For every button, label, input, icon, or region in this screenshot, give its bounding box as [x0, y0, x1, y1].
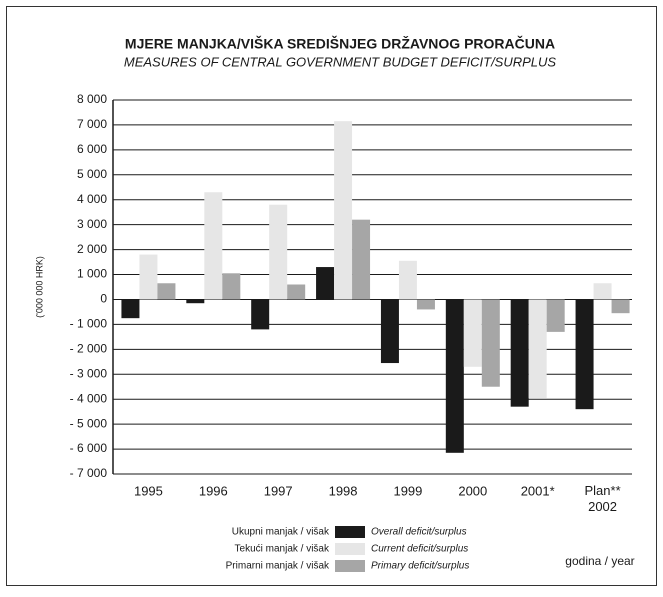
y-tick-label: - 7 000	[70, 466, 108, 480]
y-tick-label: 7 000	[77, 117, 107, 131]
x-tick-label: 1996	[199, 483, 228, 498]
bar	[445, 299, 464, 453]
y-tick-label: - 3 000	[70, 366, 108, 380]
chart-title: MJERE MANJKA/VIŠKA SREDIŠNJEG DRŽAVNOG P…	[125, 35, 555, 52]
legend-swatch	[335, 543, 365, 555]
bar	[251, 299, 270, 330]
legend-swatch	[335, 560, 365, 572]
x-axis-label: godina / year	[565, 554, 634, 568]
bar	[416, 299, 435, 310]
y-tick-label: 4 000	[77, 192, 107, 206]
bar	[316, 267, 335, 300]
bar	[546, 299, 565, 332]
bar	[380, 299, 399, 364]
y-tick-label: 6 000	[77, 142, 107, 156]
y-tick-label: 8 000	[77, 92, 107, 106]
bar	[575, 299, 594, 410]
x-tick-label: 1999	[393, 483, 422, 498]
bar	[287, 284, 306, 300]
x-tick-label: 1997	[264, 483, 293, 498]
legend-label: Overall deficit/surplus	[371, 527, 467, 538]
bar	[157, 283, 176, 300]
bar	[593, 283, 612, 300]
legend-label: Primary deficit/surplus	[371, 561, 469, 572]
y-tick-label: 1 000	[77, 267, 107, 281]
x-tick-label: 2001*	[521, 483, 555, 498]
y-tick-label: 0	[100, 292, 107, 306]
y-tick-label: - 2 000	[70, 342, 108, 356]
bar	[481, 299, 500, 387]
y-tick-label: 3 000	[77, 217, 107, 231]
bar	[334, 121, 353, 300]
y-tick-label: - 1 000	[70, 317, 108, 331]
x-tick-label: 2000	[458, 483, 487, 498]
y-tick-label: - 6 000	[70, 441, 108, 455]
bar	[269, 204, 288, 300]
y-tick-label: 5 000	[77, 167, 107, 181]
bar	[463, 299, 482, 367]
x-tick-label: 1995	[134, 483, 163, 498]
bar	[398, 260, 417, 300]
bar	[222, 273, 241, 300]
bar	[611, 299, 630, 314]
legend-swatch	[335, 526, 365, 538]
legend-label-hr: Tekući manjak / višak	[235, 544, 330, 555]
legend-label-hr: Primarni manjak / višak	[226, 561, 330, 572]
bar	[186, 299, 205, 304]
bar	[510, 299, 529, 407]
bar	[352, 219, 371, 300]
bar	[204, 192, 223, 300]
legend-label-hr: Ukupni manjak / višak	[232, 527, 330, 538]
y-axis-label: ('000 000 HRK)	[34, 256, 44, 318]
y-tick-label: - 4 000	[70, 391, 108, 405]
bar	[121, 299, 140, 319]
x-tick-label: 1998	[329, 483, 358, 498]
bar	[528, 299, 547, 398]
y-tick-label: 2 000	[77, 242, 107, 256]
x-tick-label: Plan** 2002	[584, 483, 620, 514]
bar	[139, 254, 158, 300]
legend-label: Current deficit/surplus	[371, 544, 468, 555]
frame	[6, 6, 657, 586]
chart-subtitle: MEASURES OF CENTRAL GOVERNMENT BUDGET DE…	[124, 54, 557, 69]
y-tick-label: - 5 000	[70, 416, 108, 430]
